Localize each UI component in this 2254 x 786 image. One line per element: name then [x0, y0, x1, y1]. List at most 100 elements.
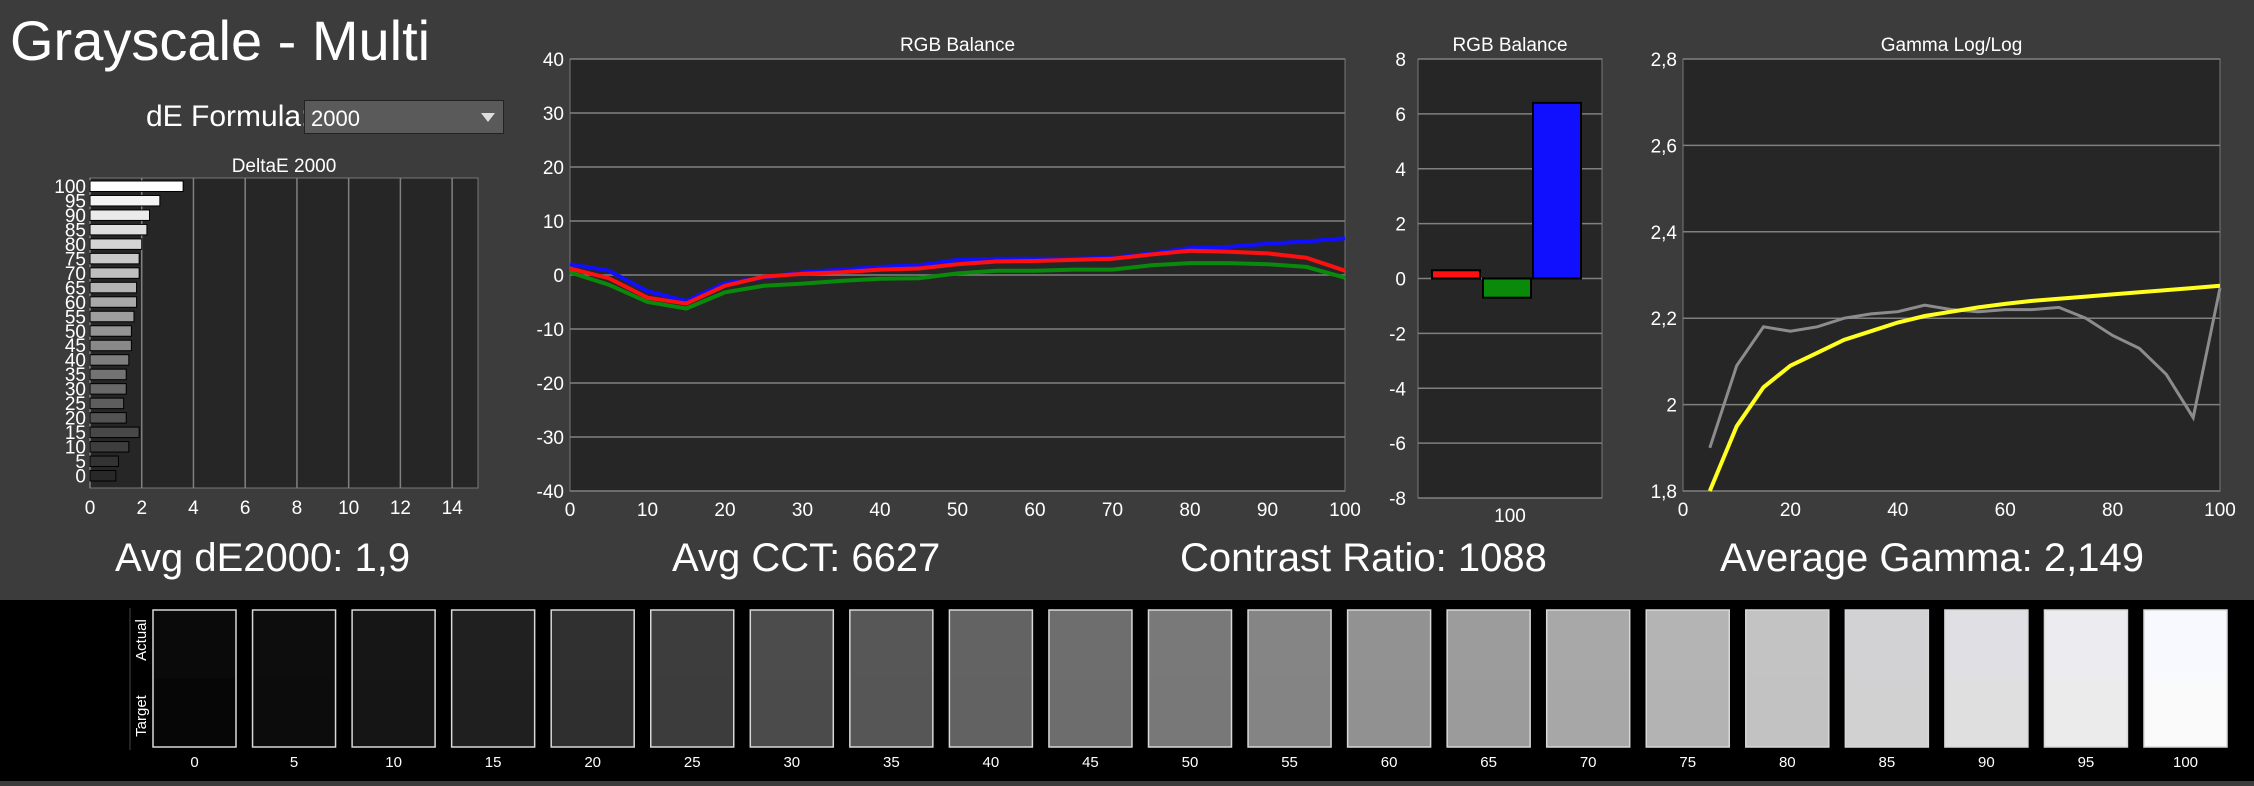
swatch-target — [949, 678, 1033, 747]
swatch-border — [849, 609, 934, 748]
swatch-actual — [1347, 610, 1431, 679]
avg-cct-stat: Avg CCT: 6627 — [672, 536, 941, 580]
swatch-target — [750, 678, 834, 747]
y-tick-label: 8 — [1395, 50, 1406, 71]
swatch-border — [650, 609, 735, 748]
y-tick-label: -40 — [537, 482, 564, 503]
rgb-balance-bar-chart: RGB Balance 8 6 4 2 0 -2 -4 -6 -8 100 — [1389, 35, 1603, 527]
deltae-bar — [89, 397, 125, 410]
y-tick-label: 10 — [543, 212, 564, 233]
swatch-border — [1645, 609, 1730, 748]
x-tick-label: 4 — [188, 498, 199, 519]
y-tick-label: 2,4 — [1651, 223, 1678, 244]
deltae-bar — [89, 455, 119, 468]
x-tick-label: 2 — [136, 498, 147, 519]
x-tick-label: 100 — [2204, 500, 2236, 521]
swatch-border — [550, 609, 635, 748]
swatch-target — [2044, 678, 2128, 747]
swatch-border — [1545, 609, 1631, 748]
swatch-actual — [849, 610, 933, 679]
swatch-target — [1148, 678, 1232, 747]
swatch-label: 10 — [385, 754, 402, 771]
swatch-target — [1944, 678, 2028, 747]
swatch-panel: Actual Target 0 5 10 15 20 25 30 35 40 45 50 55 60 65 70… — [129, 608, 2228, 771]
y-tick-label: 35 — [65, 365, 86, 386]
swatch-border — [152, 609, 237, 748]
swatch-border — [251, 609, 337, 748]
swatch-label: 85 — [1879, 754, 1896, 771]
y-tick-label: 0 — [1395, 270, 1406, 291]
deltae-bar — [89, 325, 132, 337]
de-formula-label: dE Formula: — [146, 100, 310, 133]
x-tick-label: 20 — [1780, 500, 1801, 521]
swatch-target — [650, 678, 734, 747]
x-tick-label: 40 — [869, 500, 890, 521]
y-tick-label: 1,8 — [1651, 482, 1677, 503]
deltae-bar — [89, 296, 138, 308]
swatch-label: 40 — [983, 754, 1000, 771]
chevron-down-icon — [481, 113, 495, 122]
swatch-target — [352, 678, 436, 747]
swatch-label: 50 — [1182, 754, 1199, 771]
swatch-label: 25 — [684, 754, 701, 771]
contrast-ratio-stat: Contrast Ratio: 1088 — [1180, 536, 1547, 580]
x-tick-label: 80 — [1179, 500, 1200, 521]
y-tick-label: 95 — [65, 191, 86, 212]
swatch-actual — [451, 610, 535, 679]
de-formula-select[interactable]: 2000 — [304, 100, 504, 134]
swatch-label: 45 — [1082, 754, 1099, 771]
deltae-bar — [89, 252, 140, 265]
swatch-target — [252, 678, 336, 747]
x-tick-label: 10 — [338, 498, 359, 519]
y-tick-label: 100 — [54, 177, 86, 198]
swatch-actual — [1248, 610, 1332, 679]
swatch-actual — [1646, 610, 1730, 679]
swatch-actual — [2144, 610, 2227, 679]
y-tick-label: 50 — [65, 322, 86, 343]
x-tick-label: 8 — [292, 498, 303, 519]
swatch-actual — [1745, 610, 1829, 679]
swatch-target — [153, 678, 236, 747]
swatch-strip: Actual Target 0 5 10 15 20 25 30 35 40 45 50 55 60 65 70… — [0, 600, 2254, 781]
x-tick-label: 50 — [947, 500, 968, 521]
swatch-target — [551, 678, 635, 747]
plot-area — [1682, 58, 2221, 492]
y-tick-label: 45 — [65, 336, 86, 357]
page-title: Grayscale - Multi — [10, 9, 431, 72]
deltae-bar — [89, 368, 127, 381]
gamma-chart: Gamma Log/Log 2,8 2,6 2,4 2,2 2 1,80 20 40 60 80 10… — [1651, 35, 2236, 521]
swatch-actual — [949, 610, 1033, 679]
y-tick-label: 80 — [65, 235, 86, 256]
y-tick-label: 20 — [65, 409, 86, 430]
y-tick-label: 2 — [1395, 215, 1406, 236]
average-gamma-stat: Average Gamma: 2,149 — [1720, 536, 2144, 580]
y-tick-label: 4 — [1395, 160, 1406, 181]
x-tick-label: 100 — [1329, 500, 1361, 521]
target-label: Target — [133, 694, 150, 737]
y-tick-label: 90 — [65, 206, 86, 227]
y-tick-label: 30 — [543, 104, 564, 125]
x-tick-label: 60 — [1995, 500, 2016, 521]
avg-de-stat: Avg dE2000: 1,9 — [115, 536, 411, 580]
deltae-bar — [89, 339, 132, 352]
swatch-label: 30 — [783, 754, 800, 771]
y-tick-label: 70 — [65, 264, 86, 285]
x-tick-label: 100 — [1494, 506, 1526, 527]
y-tick-label: 6 — [1395, 105, 1406, 126]
swatch-label: 55 — [1281, 754, 1298, 771]
swatch-label: 20 — [584, 754, 601, 771]
swatch-target — [2144, 678, 2227, 747]
red-series-line — [569, 248, 1346, 306]
red-bar — [1431, 269, 1481, 280]
swatch-target — [1447, 678, 1531, 747]
x-tick-label: 14 — [442, 498, 464, 519]
swatch-border — [2043, 609, 2129, 748]
swatch-target — [849, 678, 933, 747]
swatch-label: 35 — [883, 754, 900, 771]
swatch-label: 75 — [1679, 754, 1696, 771]
swatch-actual — [1944, 610, 2028, 679]
swatch-label: 5 — [290, 754, 298, 771]
swatch-target — [1845, 678, 1929, 747]
